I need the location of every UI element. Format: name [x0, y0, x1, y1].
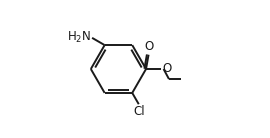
Text: O: O [144, 39, 153, 53]
Text: Cl: Cl [134, 105, 145, 118]
Text: H$_2$N: H$_2$N [67, 30, 92, 45]
Text: O: O [162, 63, 171, 75]
